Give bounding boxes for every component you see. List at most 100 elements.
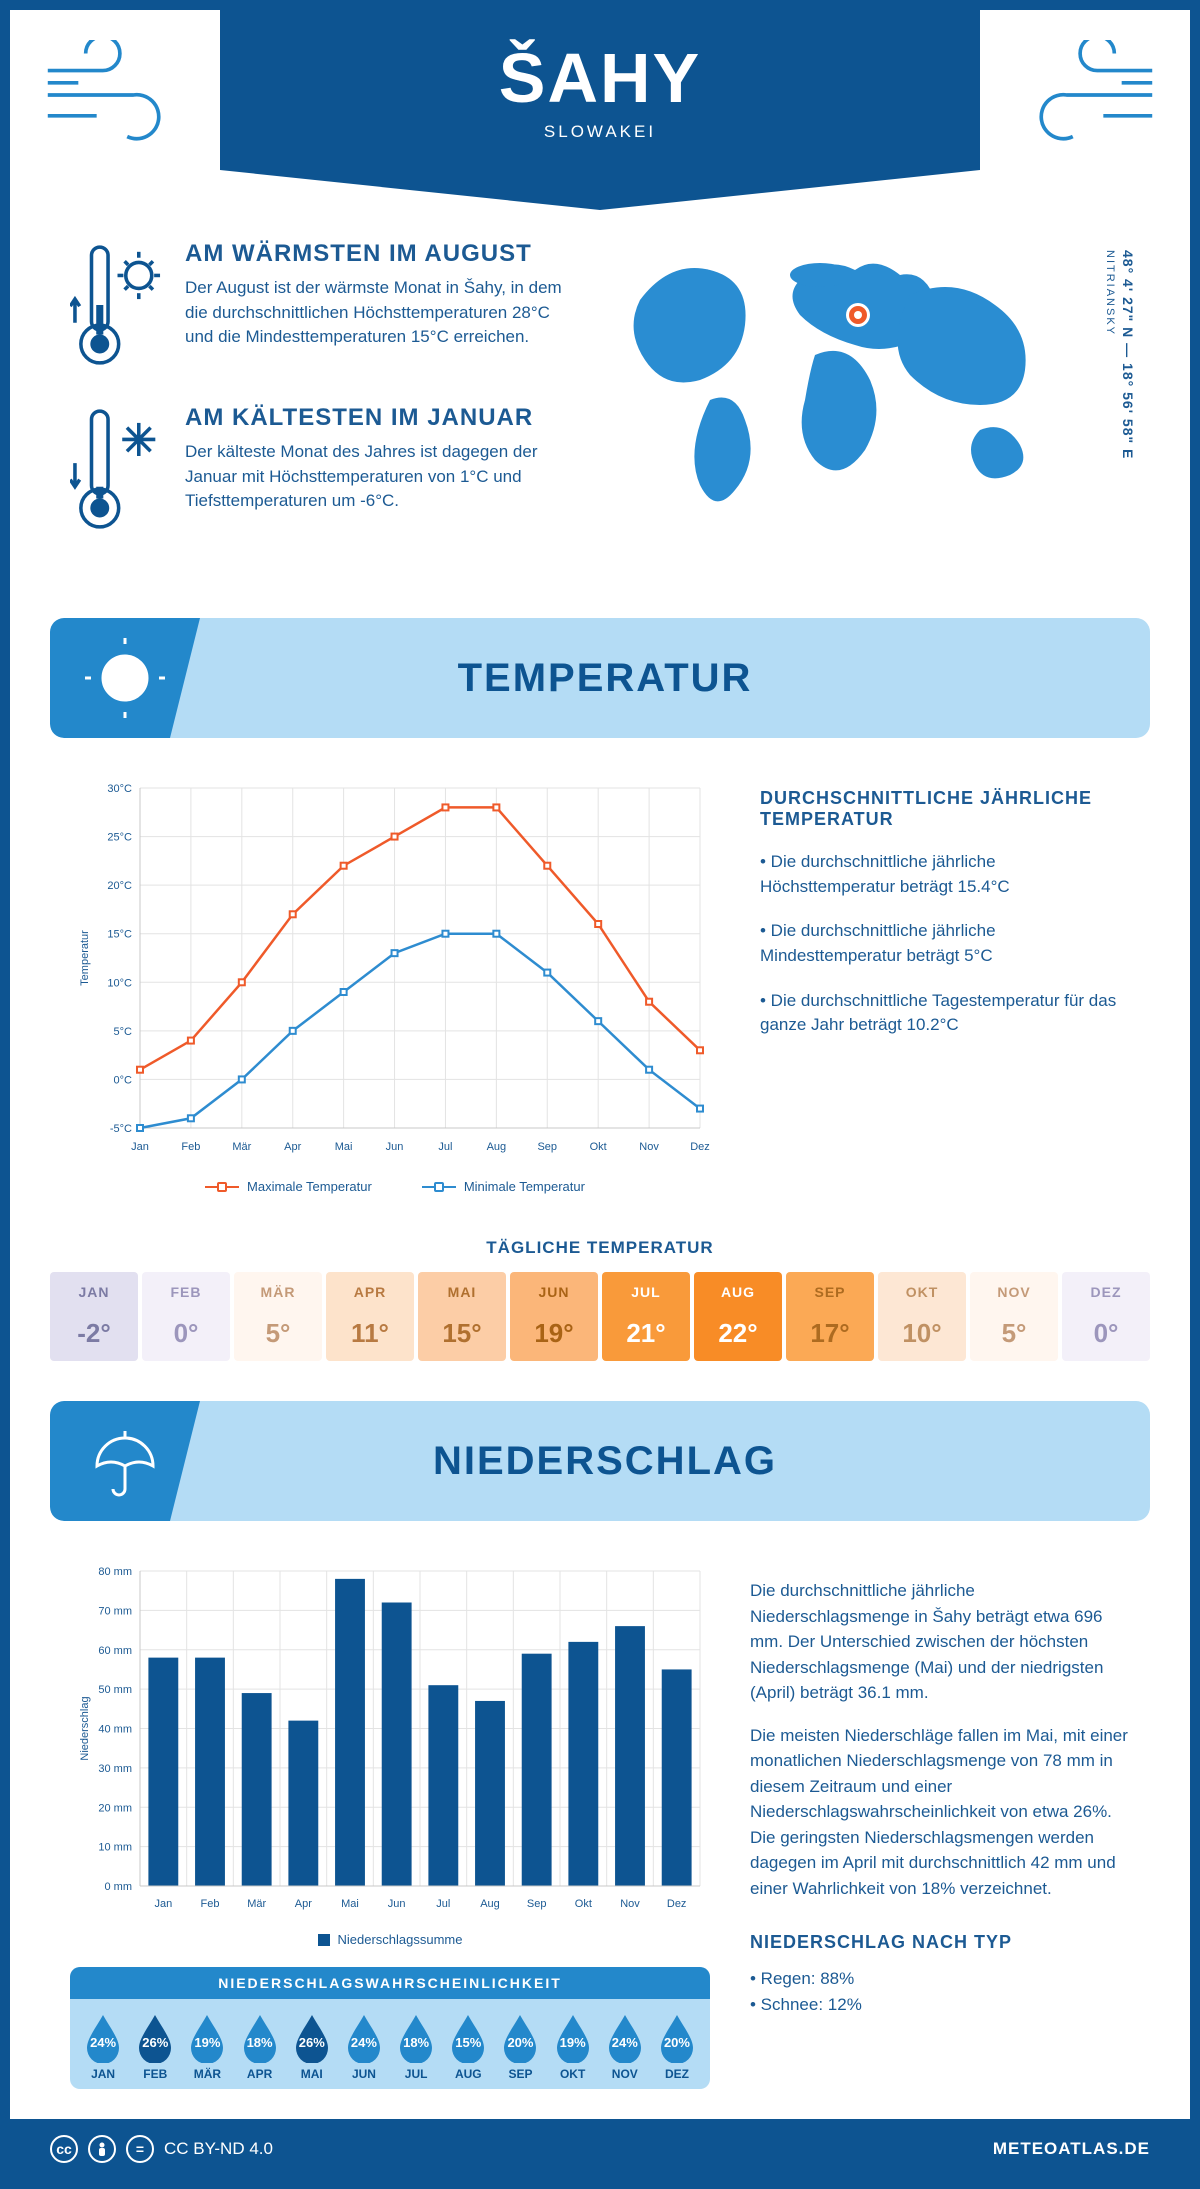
svg-text:Okt: Okt	[590, 1141, 607, 1153]
svg-text:Temperatur: Temperatur	[79, 930, 91, 986]
prob-cell: 18%APR	[235, 2013, 285, 2081]
legend-max: Maximale Temperatur	[247, 1179, 372, 1194]
svg-text:Jul: Jul	[436, 1898, 450, 1910]
temperature-chart: -5°C0°C5°C10°C15°C20°C25°C30°CJanFebMärA…	[70, 778, 720, 1194]
fact-warmest: AM WÄRMSTEN IM AUGUST Der August ist der…	[70, 240, 570, 370]
daily-temperature-table: JAN-2°FEB0°MÄR5°APR11°MAI15°JUN19°JUL21°…	[50, 1272, 1150, 1361]
svg-text:Dez: Dez	[667, 1898, 687, 1910]
thermometer-sun-icon	[70, 240, 165, 370]
precip-paragraph: Die meisten Niederschläge fallen im Mai,…	[750, 1723, 1130, 1902]
precipitation-summary: Die durchschnittliche jährliche Niedersc…	[750, 1561, 1130, 2089]
prob-cell: 20%DEZ	[652, 2013, 702, 2081]
fact-text: Der August ist der wärmste Monat in Šahy…	[185, 276, 570, 350]
prob-title: NIEDERSCHLAGSWAHRSCHEINLICHKEIT	[70, 1967, 710, 1999]
daily-cell: JAN-2°	[50, 1272, 138, 1361]
daily-cell: JUL21°	[602, 1272, 690, 1361]
svg-text:Jun: Jun	[388, 1898, 406, 1910]
nd-icon: =	[126, 2135, 154, 2163]
chart-legend: Niederschlagssumme	[70, 1932, 710, 1947]
fact-title: AM WÄRMSTEN IM AUGUST	[185, 240, 570, 268]
temp-summary-title: DURCHSCHNITTLICHE JÄHRLICHE TEMPERATUR	[760, 788, 1130, 830]
prob-cell: 20%SEP	[495, 2013, 545, 2081]
daily-cell: OKT10°	[878, 1272, 966, 1361]
map-block: NITRIANSKY 48° 4' 27" N — 18° 56' 58" E	[600, 240, 1130, 568]
daily-cell: APR11°	[326, 1272, 414, 1361]
prob-cell: 24%JAN	[78, 2013, 128, 2081]
legend-precip: Niederschlagssumme	[338, 1932, 463, 1947]
svg-text:15°C: 15°C	[107, 929, 132, 941]
country-name: SLOWAKEI	[220, 122, 980, 142]
svg-text:Okt: Okt	[575, 1898, 592, 1910]
precip-type-snow: • Schnee: 12%	[750, 1992, 1130, 2018]
svg-text:40 mm: 40 mm	[98, 1724, 132, 1736]
svg-text:10 mm: 10 mm	[98, 1842, 132, 1854]
svg-text:Apr: Apr	[284, 1141, 301, 1153]
svg-text:Niederschlag: Niederschlag	[79, 1696, 91, 1760]
hero: ŠAHY SLOWAKEI	[10, 10, 1190, 210]
svg-text:25°C: 25°C	[107, 832, 132, 844]
svg-text:10°C: 10°C	[107, 977, 132, 989]
precip-type-title: NIEDERSCHLAG NACH TYP	[750, 1929, 1130, 1956]
site-name: METEOATLAS.DE	[993, 2139, 1150, 2159]
coordinates: 48° 4' 27" N — 18° 56' 58" E	[1120, 250, 1136, 459]
svg-text:Dez: Dez	[690, 1141, 710, 1153]
precip-type-rain: • Regen: 88%	[750, 1966, 1130, 1992]
temperature-summary: DURCHSCHNITTLICHE JÄHRLICHE TEMPERATUR •…	[760, 778, 1130, 1194]
sun-icon	[85, 638, 165, 718]
fact-text: Der kälteste Monat des Jahres ist dagege…	[185, 440, 570, 514]
svg-text:20 mm: 20 mm	[98, 1802, 132, 1814]
svg-text:0 mm: 0 mm	[105, 1881, 133, 1893]
temp-bullet: • Die durchschnittliche jährliche Mindes…	[760, 919, 1130, 968]
daily-cell: DEZ0°	[1062, 1272, 1150, 1361]
svg-text:Feb: Feb	[201, 1898, 220, 1910]
legend-min: Minimale Temperatur	[464, 1179, 585, 1194]
daily-cell: NOV5°	[970, 1272, 1058, 1361]
section-title: NIEDERSCHLAG	[200, 1439, 1150, 1484]
prob-cell: 26%FEB	[130, 2013, 180, 2081]
section-temperature: TEMPERATUR	[50, 618, 1150, 738]
page: ŠAHY SLOWAKEI	[0, 0, 1200, 2189]
city-name: ŠAHY	[220, 38, 980, 118]
fact-title: AM KÄLTESTEN IM JANUAR	[185, 404, 570, 432]
precipitation-probability: NIEDERSCHLAGSWAHRSCHEINLICHKEIT 24%JAN26…	[70, 1967, 710, 2089]
daily-title: TÄGLICHE TEMPERATUR	[10, 1238, 1190, 1258]
chart-legend: Maximale Temperatur Minimale Temperatur	[70, 1179, 720, 1194]
temp-bullet: • Die durchschnittliche Tagestemperatur …	[760, 989, 1130, 1038]
svg-text:5°C: 5°C	[114, 1026, 133, 1038]
svg-text:30°C: 30°C	[107, 783, 132, 795]
svg-text:Nov: Nov	[639, 1141, 659, 1153]
svg-text:Apr: Apr	[295, 1898, 312, 1910]
svg-text:Jan: Jan	[131, 1141, 149, 1153]
prob-cell: 19%OKT	[548, 2013, 598, 2081]
svg-text:80 mm: 80 mm	[98, 1566, 132, 1578]
wind-icon	[40, 40, 190, 150]
by-icon	[88, 2135, 116, 2163]
precipitation-chart: 0 mm10 mm20 mm30 mm40 mm50 mm60 mm70 mm8…	[70, 1561, 710, 1921]
daily-cell: AUG22°	[694, 1272, 782, 1361]
prob-cell: 15%AUG	[443, 2013, 493, 2081]
daily-cell: MÄR5°	[234, 1272, 322, 1361]
fact-coldest: AM KÄLTESTEN IM JANUAR Der kälteste Mona…	[70, 404, 570, 534]
svg-text:Mär: Mär	[247, 1898, 266, 1910]
intro: AM WÄRMSTEN IM AUGUST Der August ist der…	[10, 210, 1190, 608]
prob-cell: 24%JUN	[339, 2013, 389, 2081]
svg-text:Mai: Mai	[341, 1898, 359, 1910]
svg-text:70 mm: 70 mm	[98, 1605, 132, 1617]
svg-text:Sep: Sep	[537, 1141, 557, 1153]
region-label: NITRIANSKY	[1104, 250, 1116, 336]
svg-text:50 mm: 50 mm	[98, 1684, 132, 1696]
svg-text:Jul: Jul	[438, 1141, 452, 1153]
footer: cc = CC BY-ND 4.0 METEOATLAS.DE	[10, 2119, 1190, 2179]
svg-text:-5°C: -5°C	[110, 1123, 132, 1135]
daily-cell: FEB0°	[142, 1272, 230, 1361]
license-text: CC BY-ND 4.0	[164, 2139, 273, 2159]
svg-text:Aug: Aug	[487, 1141, 507, 1153]
svg-text:Mär: Mär	[232, 1141, 251, 1153]
svg-text:20°C: 20°C	[107, 880, 132, 892]
prob-cell: 26%MAI	[287, 2013, 337, 2081]
svg-text:Sep: Sep	[527, 1898, 547, 1910]
svg-text:Feb: Feb	[181, 1141, 200, 1153]
temp-bullet: • Die durchschnittliche jährliche Höchst…	[760, 850, 1130, 899]
world-map-icon	[600, 240, 1070, 520]
svg-text:30 mm: 30 mm	[98, 1763, 132, 1775]
